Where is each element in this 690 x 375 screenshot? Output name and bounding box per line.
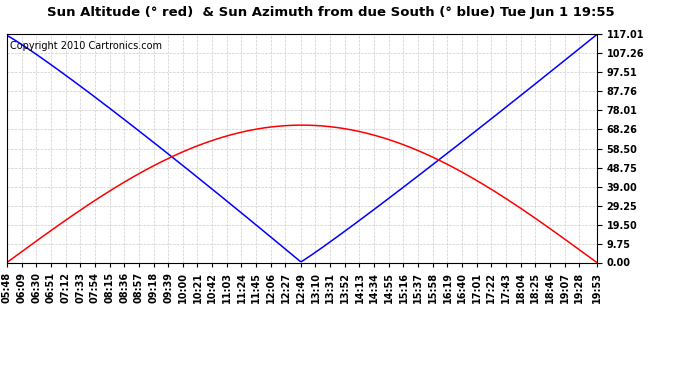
Text: Sun Altitude (° red)  & Sun Azimuth from due South (° blue) Tue Jun 1 19:55: Sun Altitude (° red) & Sun Azimuth from … <box>48 6 615 19</box>
Text: Copyright 2010 Cartronics.com: Copyright 2010 Cartronics.com <box>10 41 162 51</box>
